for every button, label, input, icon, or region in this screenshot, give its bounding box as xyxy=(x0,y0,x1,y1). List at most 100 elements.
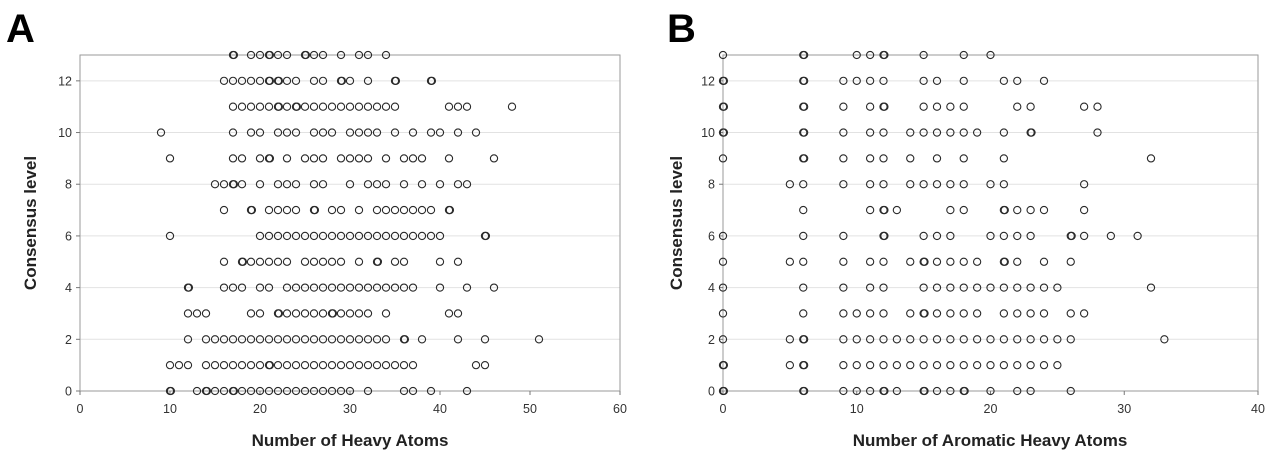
panel-b-data-point xyxy=(986,386,995,396)
panel-b-ticks: 0 2 4 6 8 10 12 0 10 20 30 40 xyxy=(701,74,1265,416)
panel-b-points xyxy=(718,50,1169,396)
panel-b-data-point xyxy=(999,128,1009,137)
panel-b-data-point xyxy=(919,180,928,189)
panel-b-data-point xyxy=(920,309,929,318)
panel-a-data-point xyxy=(165,154,175,163)
panel-b-data-point xyxy=(800,361,809,370)
panel-a-data-point xyxy=(327,231,337,241)
panel-a-data-point xyxy=(381,231,391,241)
panel-a-data-point xyxy=(354,50,364,60)
panel-b-data-point xyxy=(946,128,955,137)
panel-b-data-point xyxy=(1067,231,1076,241)
panel-b-data-point xyxy=(1027,128,1036,137)
panel-a-data-point xyxy=(372,102,382,111)
panel-b-data-point xyxy=(932,128,942,137)
panel-a-data-point xyxy=(345,102,355,111)
panel-a-plot-frame xyxy=(79,54,621,392)
panel-b-data-point xyxy=(959,257,968,266)
panel-b-data-point xyxy=(800,50,809,60)
panel-a-data-point xyxy=(192,309,202,318)
panel-b-y-tick-label: 8 xyxy=(708,178,715,192)
panel-b-data-point xyxy=(906,257,915,266)
panel-a-data-point xyxy=(273,128,283,137)
panel-b-data-point xyxy=(986,50,995,60)
panel-a-data-point xyxy=(237,283,247,292)
panel-b-data-point xyxy=(1026,102,1035,111)
panel-a-data-point xyxy=(328,309,338,318)
panel-b-data-point xyxy=(959,76,968,85)
panel-b-data-point xyxy=(972,335,982,344)
panel-b-data-point xyxy=(932,154,942,163)
panel-a-x-axis-title: Number of Heavy Atoms xyxy=(252,431,449,450)
panel-b-data-point xyxy=(920,257,929,266)
panel-b-data-point xyxy=(799,309,808,318)
panel-b-data-point xyxy=(960,386,969,396)
panel-b-y-axis-title: Consensus level xyxy=(667,156,686,290)
panel-a-data-point xyxy=(336,283,346,292)
panel-b-data-point xyxy=(839,335,848,344)
panel-a-data-point xyxy=(435,283,445,292)
panel-b-data-point xyxy=(932,180,942,189)
panel-a-data-point xyxy=(354,257,364,266)
panel-b-x-tick-label: 40 xyxy=(1251,402,1265,416)
panel-a-data-point xyxy=(273,50,283,60)
panel-a-data-point xyxy=(345,180,355,189)
panel-a-data-point xyxy=(417,154,427,163)
panel-a-data-point xyxy=(435,180,445,189)
panel-a-data-point xyxy=(265,50,275,60)
panel-b-data-point xyxy=(800,386,809,396)
panel-b-data-point xyxy=(865,361,875,370)
panel-a-data-point xyxy=(426,205,436,215)
panel-a-data-point xyxy=(480,361,490,370)
panel-a-data-point xyxy=(255,386,265,396)
panel-b-data-point xyxy=(986,335,995,344)
panel-a-data-point xyxy=(327,257,337,266)
panel-b-data-point xyxy=(1066,309,1075,318)
panel-b-y-tick-label: 2 xyxy=(708,333,715,347)
panel-a-x-tick-label: 0 xyxy=(77,402,84,416)
panel-b-data-point xyxy=(1133,231,1142,241)
panel-a-data-point xyxy=(444,309,454,318)
panel-a-data-point xyxy=(327,102,337,111)
panel-b-data-point xyxy=(1079,231,1089,241)
panel-b-data-point xyxy=(892,361,902,370)
panel-a-data-point xyxy=(255,154,265,163)
panel-a-data-point xyxy=(399,361,409,370)
panel-b-data-point xyxy=(1039,257,1049,266)
panel-a-data-point xyxy=(282,257,292,266)
panel-a-data-point xyxy=(255,361,265,370)
panel-b-data-point xyxy=(892,335,902,344)
panel-a-data-point xyxy=(282,180,292,189)
panel-b-data-point xyxy=(1093,102,1102,111)
panel-a-data-point xyxy=(291,128,301,137)
panel-a-data-point xyxy=(318,128,328,137)
panel-a-data-point xyxy=(336,231,346,241)
panel-b-data-point xyxy=(999,335,1009,344)
panel-b-data-point xyxy=(932,335,942,344)
panel-a-data-point xyxy=(336,386,346,396)
panel-b-data-point xyxy=(946,205,955,215)
panel-a-data-point xyxy=(219,361,229,370)
panel-b-data-point xyxy=(799,231,808,241)
panel-a-data-point xyxy=(246,309,256,318)
panel-a-data-point xyxy=(453,309,463,318)
panel-a-data-point xyxy=(399,154,409,163)
panel-b-data-point xyxy=(865,309,875,318)
panel-b-data-point xyxy=(959,180,968,189)
panel-a-data-point xyxy=(462,102,472,111)
panel-a-data-point xyxy=(219,283,229,292)
panel-b-data-point xyxy=(718,231,728,241)
panel-a-data-point xyxy=(372,283,382,292)
panel-b-data-point xyxy=(1013,335,1022,344)
panel-a-data-point xyxy=(318,386,328,396)
panel-a-data-point xyxy=(255,309,265,318)
panel-b-data-point xyxy=(1079,102,1089,111)
panel-b-data-point xyxy=(1026,205,1035,215)
panel-a-data-point xyxy=(327,386,337,396)
panel-a-data-point xyxy=(399,231,409,241)
panel-b-data-point xyxy=(799,205,808,215)
panel-b-data-point xyxy=(932,102,942,111)
panel-b-x-tick-label: 0 xyxy=(720,402,727,416)
panel-a-data-point xyxy=(219,386,229,396)
panel-a-data-point xyxy=(462,283,472,292)
